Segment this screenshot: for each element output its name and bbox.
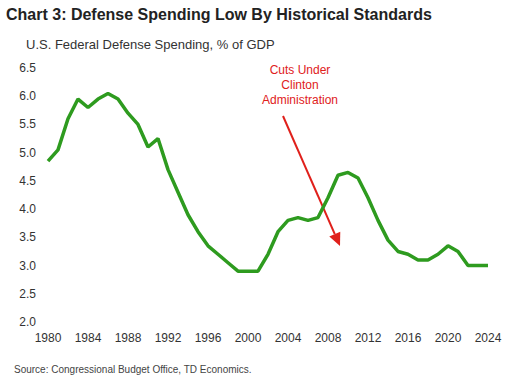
svg-text:2.0: 2.0 [19,315,36,329]
svg-text:2020: 2020 [435,331,462,345]
svg-text:1992: 1992 [155,331,182,345]
svg-text:5.5: 5.5 [19,117,36,131]
svg-text:6.5: 6.5 [19,61,36,75]
svg-text:2024: 2024 [475,331,502,345]
svg-text:2016: 2016 [395,331,422,345]
svg-text:Clinton: Clinton [281,78,318,92]
svg-text:6.0: 6.0 [19,89,36,103]
svg-text:5.0: 5.0 [19,146,36,160]
svg-text:U.S. Federal Defense Spending,: U.S. Federal Defense Spending, % of GDP [26,37,275,52]
svg-text:2.5: 2.5 [19,287,36,301]
svg-text:3.5: 3.5 [19,230,36,244]
svg-text:3.0: 3.0 [19,259,36,273]
svg-text:1988: 1988 [115,331,142,345]
svg-text:1980: 1980 [35,331,62,345]
svg-text:1984: 1984 [75,331,102,345]
svg-text:Administration: Administration [262,93,338,107]
svg-text:4.0: 4.0 [19,202,36,216]
svg-text:2000: 2000 [235,331,262,345]
svg-text:1996: 1996 [195,331,222,345]
svg-text:4.5: 4.5 [19,174,36,188]
svg-text:Chart 3: Defense Spending Low: Chart 3: Defense Spending Low By Histori… [6,6,432,23]
svg-text:2004: 2004 [275,331,302,345]
svg-text:Source: Congressional Budget O: Source: Congressional Budget Office, TD … [14,364,252,375]
svg-text:Cuts Under: Cuts Under [270,63,331,77]
svg-text:2012: 2012 [355,331,382,345]
svg-text:2008: 2008 [315,331,342,345]
